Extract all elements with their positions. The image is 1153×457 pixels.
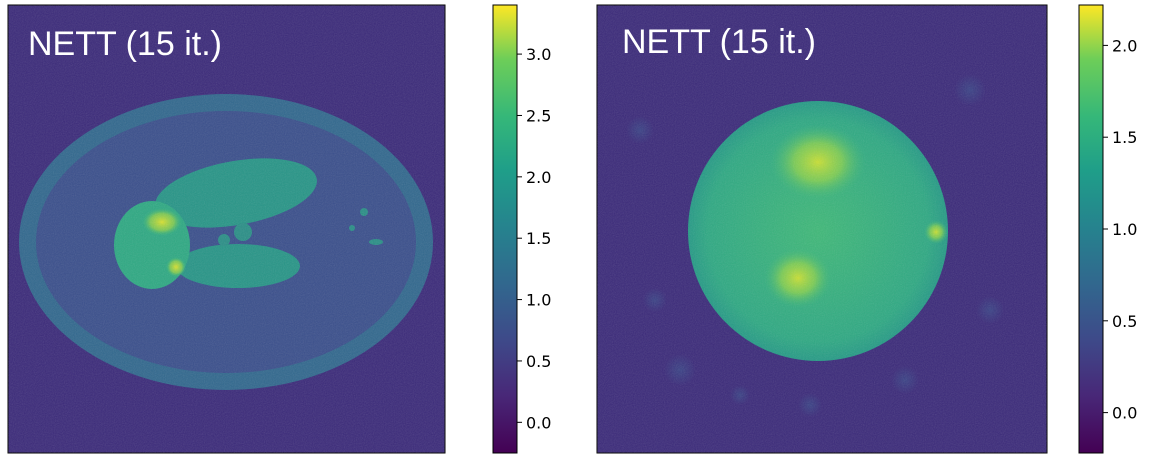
noise-overlay-right [597,5,1047,453]
colorbar-tick-label: 2.0 [526,168,551,187]
panel-title-left: NETT (15 it.) [28,25,222,63]
noise-overlay-left [8,5,445,453]
colorbar-right: 0.0 0.5 1.0 1.5 2.0 [1078,4,1137,454]
colorbar-tick-label: 0.0 [526,413,551,432]
colorbar-ticks-left: 0.0 0.5 1.0 1.5 2.0 2.5 3.0 [517,45,551,432]
colorbar-tick-label: 1.5 [526,229,551,248]
colorbar-gradient-left [492,4,518,454]
heatmap-panel-left: NETT (15 it.) [7,4,446,454]
colorbar-tick-label: 0.5 [1112,312,1137,331]
heatmap-panel-right: NETT (15 it.) [596,4,1048,454]
colorbar-tick-label: 2.5 [526,106,551,125]
panel-title-right: NETT (15 it.) [622,23,816,61]
colorbar-tick-label: 0.0 [1112,404,1137,423]
colorbar-tick-label: 3.0 [526,45,551,64]
colorbar-left: 0.0 0.5 1.0 1.5 2.0 2.5 3.0 [492,4,551,454]
colorbar-gradient-right [1078,4,1104,454]
colorbar-ticks-right: 0.0 0.5 1.0 1.5 2.0 [1103,36,1137,423]
colorbar-tick-label: 0.5 [526,352,551,371]
colorbar-tick-label: 1.0 [1112,220,1137,239]
colorbar-tick-label: 1.0 [526,291,551,310]
colorbar-tick-label: 2.0 [1112,36,1137,55]
colorbar-tick-label: 1.5 [1112,128,1137,147]
